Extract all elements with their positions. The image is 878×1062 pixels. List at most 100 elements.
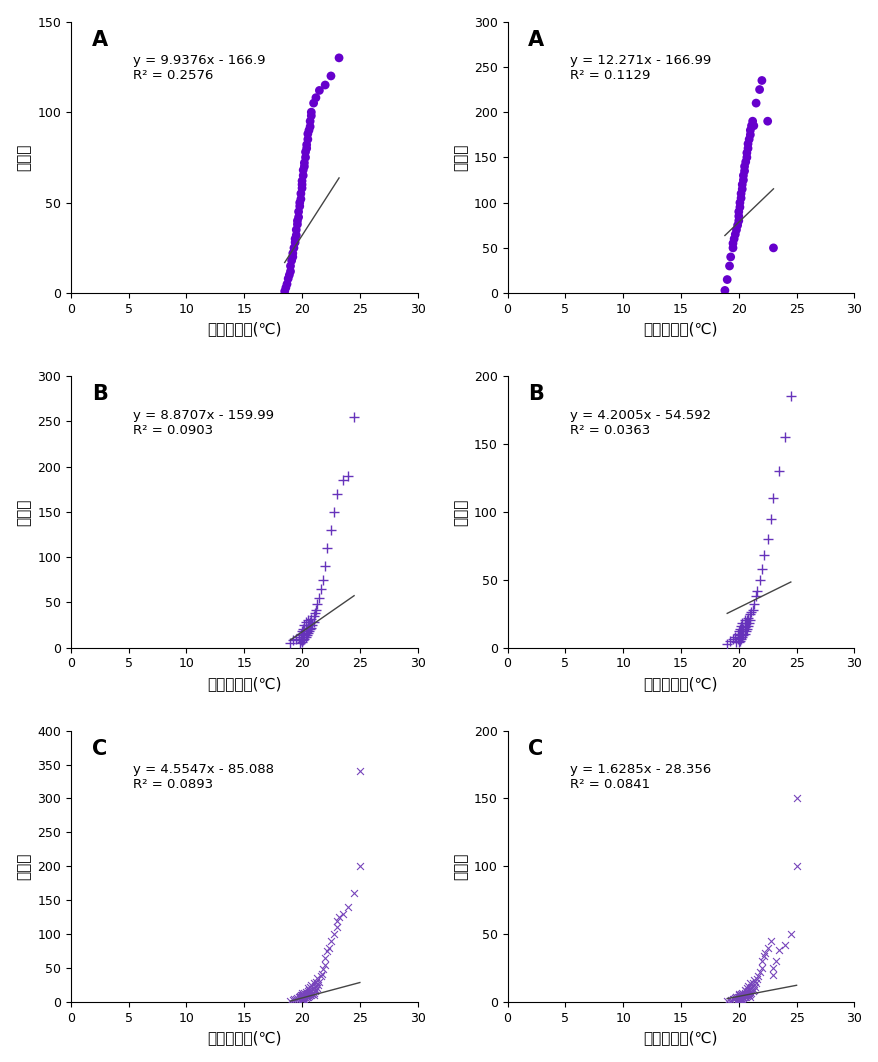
Point [733,626,747,643]
Point [299,143,313,160]
Point [277,282,291,299]
Point [763,932,777,949]
Point [282,267,296,284]
Point [303,621,317,638]
Point [747,978,761,995]
Point [783,388,797,405]
Y-axis label: 발생수: 발생수 [17,498,32,526]
Point [283,992,297,1009]
Point [729,989,743,1006]
Point [300,125,314,142]
Point [732,992,746,1009]
Point [292,198,306,215]
Point [304,611,318,628]
Point [766,239,780,256]
Point [732,990,746,1007]
Point [293,987,307,1004]
Point [738,988,752,1005]
Point [745,975,759,992]
Point [743,986,757,1003]
Point [324,68,338,85]
Point [737,619,751,636]
Point [321,939,335,956]
Point [303,113,317,130]
Point [299,989,313,1006]
Point [729,221,743,238]
Point [740,982,754,999]
Point [739,984,753,1001]
Point [293,190,307,207]
Point [299,983,313,1000]
Point [752,963,766,980]
Y-axis label: 발생률: 발생률 [453,853,468,880]
Point [730,992,745,1009]
Point [736,620,750,637]
Point [296,161,310,178]
Point [296,629,310,646]
Point [748,975,762,992]
Point [315,961,329,978]
Point [307,977,321,994]
Point [736,990,750,1007]
Point [756,547,770,564]
Point [297,988,311,1005]
Point [296,987,310,1004]
Point [300,131,314,148]
Point [723,992,737,1009]
Point [291,208,306,225]
Point [740,610,754,627]
Point [783,926,797,943]
Point [730,986,745,1003]
Point [738,153,752,170]
Point [295,987,309,1004]
Point [352,858,366,875]
Point [740,617,754,634]
Point [726,230,740,247]
Point [318,76,332,93]
Point [300,612,314,629]
Point [303,983,317,1000]
Point [737,162,751,179]
Point [730,990,745,1007]
Point [293,990,307,1007]
Point [746,981,760,998]
Point [314,965,328,982]
Point [743,981,757,998]
Point [308,601,322,618]
Point [751,967,765,984]
Point [306,980,320,997]
Point [290,216,304,233]
Point [759,113,774,130]
Point [318,949,332,966]
Point [310,980,324,997]
Point [722,257,736,274]
Point [289,221,303,238]
Point [743,126,757,143]
Point [305,980,319,997]
Point [302,981,316,998]
Point [719,271,733,288]
Point [300,988,314,1005]
Point [737,158,751,175]
Point [300,619,314,636]
Point [734,615,748,632]
Point [730,631,744,648]
Y-axis label: 발생수: 발생수 [17,143,32,171]
Point [303,118,317,135]
Point [739,620,753,637]
Point [302,984,316,1001]
Point [743,605,757,622]
Point [329,919,343,936]
Point [730,991,745,1008]
Point [730,212,745,229]
Point [335,472,349,489]
Point [302,616,316,633]
Point [297,626,311,643]
Point [750,971,764,988]
Point [730,626,744,643]
Point [732,620,746,637]
Point [286,239,300,256]
Point [300,982,314,999]
Point [335,905,349,922]
Point [297,154,311,171]
